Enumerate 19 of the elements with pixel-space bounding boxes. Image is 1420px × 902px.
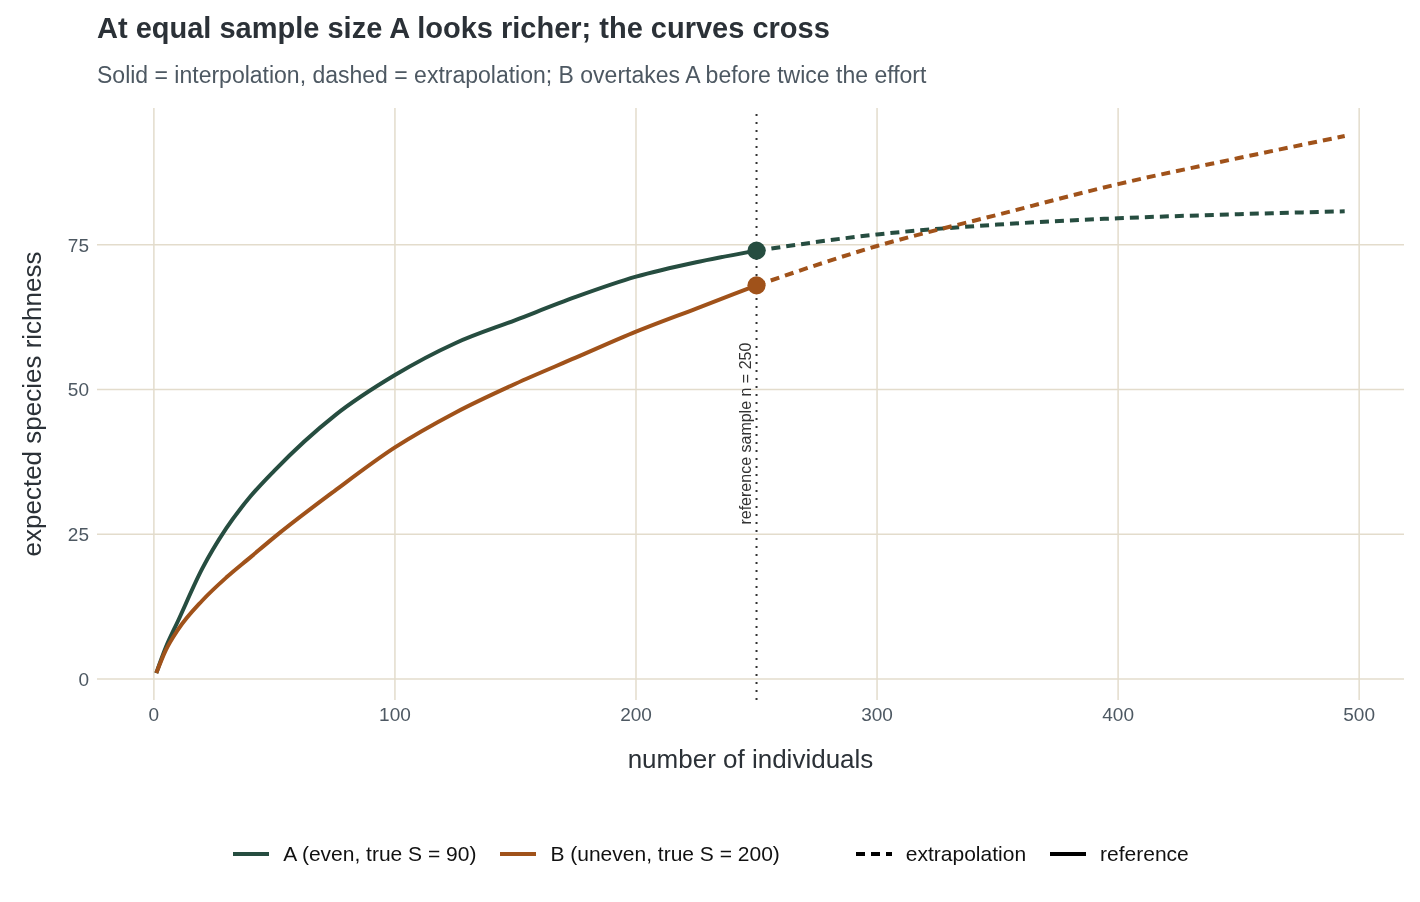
x-tick-label: 400 (1102, 704, 1134, 726)
x-tick-label: 0 (148, 704, 160, 726)
y-tick-label: 75 (67, 234, 89, 256)
legend-label: A (even, true S = 90) (283, 842, 477, 866)
y-tick-label: 50 (67, 379, 89, 401)
x-axis-title: number of individuals (627, 744, 874, 774)
ref-line-label: reference sample n = 250 (736, 342, 754, 525)
x-tick-label: 500 (1343, 704, 1376, 726)
text: reference (1100, 842, 1189, 866)
chart-title: At equal sample size A looks richer; the curves cross (97, 12, 830, 45)
y-tick-label: 0 (78, 668, 89, 690)
text: extrapolation (905, 842, 1027, 866)
x-tick-label: 200 (620, 704, 652, 726)
chart-subtitle: Solid = interpolation, dashed = extrapolation; B overtakes A before twice the effort (97, 62, 927, 89)
x-tick-label: 100 (379, 704, 411, 726)
legend-label: B (uneven, true S = 200) (550, 842, 780, 866)
x-tick-label: 300 (861, 704, 893, 726)
y-axis-title: expected species richness (17, 251, 48, 557)
y-tick-label: 25 (67, 523, 89, 545)
